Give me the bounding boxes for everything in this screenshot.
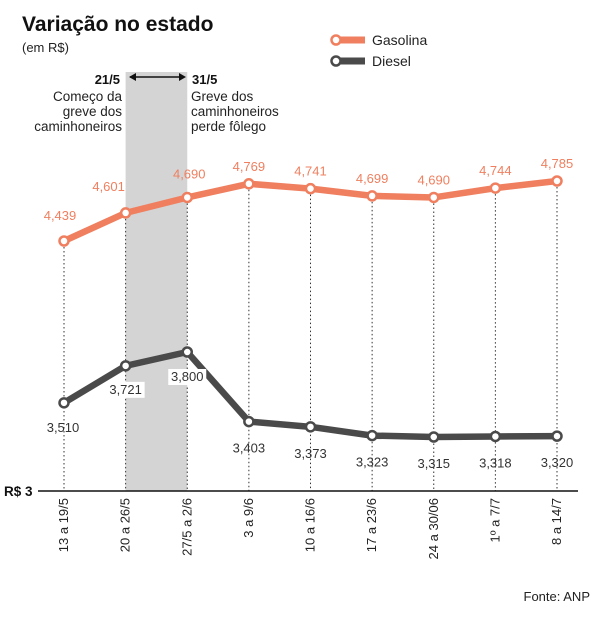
series-layer — [58, 175, 563, 443]
data-point-diesel — [304, 421, 317, 433]
value-label-background — [168, 369, 207, 385]
data-point-gasolina — [551, 175, 563, 187]
data-point-diesel — [58, 397, 70, 409]
chart-title: Variação no estado — [22, 13, 213, 36]
data-point-diesel — [366, 429, 378, 442]
data-point-gasolina — [489, 182, 502, 194]
value-label-gasolina: 4,785 — [541, 156, 574, 171]
data-point-gasolina — [58, 235, 70, 247]
chart-subtitle: (em R$) — [22, 40, 69, 55]
legend-item-diesel: Diesel — [330, 53, 411, 69]
value-label-gasolina: 4,699 — [356, 171, 389, 186]
strike-end-line-3: perde fôlego — [191, 119, 266, 134]
x-tick-label: 1º a 7/7 — [487, 498, 502, 543]
value-label-diesel: 3,403 — [233, 441, 266, 456]
value-label-background — [106, 381, 145, 398]
strike-end-line-1: Greve dos — [191, 89, 254, 104]
value-label-gasolina: 4,769 — [233, 159, 266, 174]
value-label-gasolina: 4,741 — [294, 164, 327, 179]
x-tick-label: 13 a 19/5 — [56, 498, 71, 552]
data-point-diesel — [428, 431, 440, 443]
value-label-diesel: 3,320 — [541, 455, 574, 470]
value-label-diesel: 3,721 — [109, 382, 142, 397]
arrow-right-head — [179, 73, 186, 81]
value-label-diesel: 3,373 — [294, 446, 327, 461]
legend: Gasolina Diesel — [330, 32, 427, 69]
strike-end-date: 31/5 — [192, 72, 217, 87]
data-point-gasolina — [119, 207, 132, 219]
value-labels: 4,439 4,601 4,690 4,769 4,741 4,699 4,690 4,744… — [44, 156, 574, 471]
value-label-diesel: 3,510 — [47, 420, 80, 435]
baseline-label: R$ 3 — [4, 484, 33, 499]
data-point-gasolina — [181, 191, 193, 204]
value-label-diesel: 3,800 — [171, 369, 204, 384]
x-tick-label: 10 a 16/6 — [303, 498, 318, 552]
arrow-left-head — [129, 73, 136, 81]
data-point-gasolina — [304, 182, 317, 195]
value-label-diesel: 3,323 — [356, 455, 389, 470]
strike-start-line-2: greve dos — [63, 104, 123, 119]
value-label-diesel: 3,318 — [479, 455, 512, 470]
value-label-gasolina: 4,690 — [417, 172, 450, 187]
legend-label-gasolina: Gasolina — [372, 32, 427, 48]
x-tick-label: 8 a 14/7 — [549, 498, 564, 545]
data-point-diesel — [243, 415, 255, 428]
legend-label-diesel: Diesel — [372, 53, 411, 69]
x-tick-label: 3 a 9/6 — [241, 498, 256, 538]
x-tick-label: 27/5 a 2/6 — [179, 498, 194, 556]
data-point-gasolina — [366, 190, 378, 202]
value-label-gasolina: 4,439 — [44, 208, 77, 223]
x-tick-label: 17 a 23/6 — [364, 498, 379, 552]
data-point-diesel — [181, 346, 193, 358]
x-tick-label: 24 a 30/06 — [426, 498, 441, 559]
value-label-gasolina: 4,690 — [173, 166, 206, 181]
data-point-gasolina — [243, 178, 255, 190]
legend-marker-diesel — [330, 55, 342, 67]
x-axis-ticks: 13 a 19/5 20 a 26/5 27/5 a 2/6 3 a 9/6 10 a … — [56, 498, 564, 559]
data-point-diesel — [489, 430, 502, 443]
source-note: Fonte: ANP — [524, 589, 590, 604]
data-point-gasolina — [428, 191, 440, 204]
data-point-diesel — [119, 360, 132, 372]
strike-start-line-1: Começo da — [53, 89, 123, 104]
strike-end-line-2: caminhoneiros — [191, 104, 279, 119]
data-point-diesel — [551, 430, 563, 442]
legend-item-gasolina: Gasolina — [330, 32, 427, 48]
x-tick-label: 20 a 26/5 — [118, 498, 133, 552]
strike-annotation: 21/5 31/5 Começo da greve dos caminhonei… — [34, 72, 279, 134]
strike-period-band — [125, 72, 188, 491]
vertical-gridlines — [63, 187, 558, 491]
value-label-gasolina: 4,601 — [92, 179, 125, 194]
value-label-diesel: 3,315 — [417, 456, 450, 471]
strike-start-line-3: caminhoneiros — [34, 119, 122, 134]
strike-start-date: 21/5 — [95, 72, 120, 87]
value-label-gasolina: 4,744 — [479, 163, 512, 178]
legend-marker-gasolina — [330, 34, 342, 46]
